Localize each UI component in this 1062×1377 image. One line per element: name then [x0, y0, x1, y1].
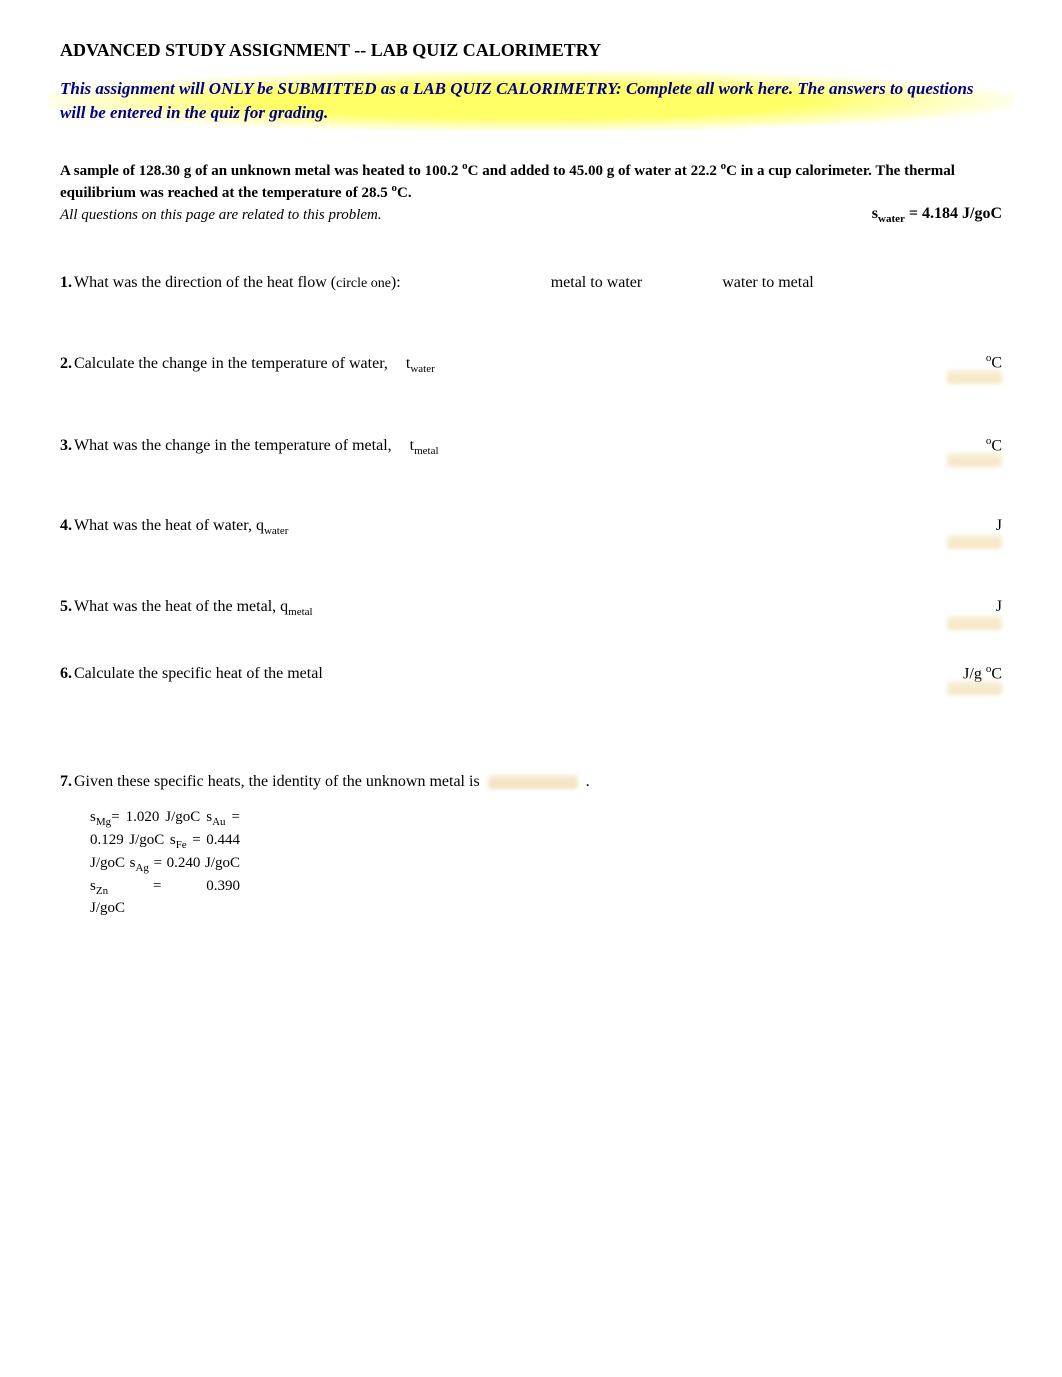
q5-text-a: What was the heat of the metal, q: [74, 598, 288, 615]
answer-blur: [947, 681, 1002, 695]
q4-num: 4.: [60, 517, 72, 535]
answer-blur-inline: [488, 775, 578, 789]
q5-text: What was the heat of the metal, qmetal: [74, 598, 313, 618]
h-l1b: =: [111, 809, 119, 825]
answer-blur: [947, 616, 1002, 630]
swater-sub: water: [878, 213, 905, 225]
h-l4sub: Ag: [135, 862, 148, 874]
note-text: All questions on this page are related t…: [60, 207, 1002, 224]
q2-sub: water: [410, 363, 434, 375]
h-l1sub: Mg: [96, 816, 111, 828]
q5-num: 5.: [60, 598, 72, 616]
q5-unit: J: [942, 598, 1002, 616]
h-l6c: 0.390: [206, 878, 240, 894]
problem-part1: A sample of 128.30 g of an unknown metal…: [60, 163, 462, 179]
q7-num: 7.: [60, 773, 72, 790]
h-l3b: =: [187, 832, 201, 848]
highlight-banner: This assignment will ONLY be SUBMITTED a…: [48, 71, 1014, 131]
q6-unit-jg: J/g: [963, 665, 986, 682]
q3-symbol: tmetal: [410, 437, 439, 457]
h-l1c: 1.020: [126, 809, 160, 825]
q2-text: Calculate the change in the temperature …: [74, 355, 388, 373]
q6-unit-c: C: [991, 665, 1002, 682]
q3-num: 3.: [60, 437, 72, 455]
q4-sub: water: [264, 526, 288, 538]
q5-sub: metal: [288, 606, 312, 618]
h-l5a: = 0.240 J/goC: [154, 855, 240, 871]
q3-sub: metal: [414, 445, 438, 457]
q1-small: circle one: [336, 276, 391, 291]
q2-symbol: twater: [406, 355, 435, 375]
q7-end: .: [582, 773, 590, 790]
q4-unit-j: J: [996, 517, 1002, 534]
answer-blur: [947, 535, 1002, 549]
q4-unit: J: [942, 517, 1002, 535]
q1-choice-water-to-metal[interactable]: water to metal: [722, 274, 814, 292]
q1-text: What was the direction of the heat flow …: [74, 274, 401, 292]
answer-blur: [947, 370, 1002, 384]
specific-heats-list: sMg= 1.020 J/goC sAu = 0.129 J/goC sFe =…: [90, 807, 240, 919]
q2-unit: oC: [942, 352, 1002, 372]
q1-choice-metal-to-water[interactable]: metal to water: [551, 274, 643, 292]
problem-statement: A sample of 128.30 g of an unknown metal…: [60, 159, 1002, 204]
problem-part4: C.: [397, 185, 412, 201]
q6-num: 6.: [60, 665, 72, 683]
q6-text: Calculate the specific heat of the metal: [74, 665, 323, 683]
h-l6sub: Zn: [96, 885, 108, 897]
h-l6b: =: [153, 878, 161, 894]
q5-unit-j: J: [996, 598, 1002, 615]
h-l2sub: Au: [212, 816, 225, 828]
h-l2c: =: [232, 809, 240, 825]
answer-blur: [947, 453, 1002, 467]
question-4: 4. What was the heat of water, qwater J: [60, 517, 1002, 537]
subtitle-text: This assignment will ONLY be SUBMITTED a…: [60, 77, 1002, 125]
q1-num: 1.: [60, 274, 72, 292]
question-6: 6. Calculate the specific heat of the me…: [60, 663, 1002, 683]
q7-text: Given these specific heats, the identity…: [74, 773, 484, 790]
q6-unit: J/g oC: [942, 663, 1002, 683]
question-1: 1. What was the direction of the heat fl…: [60, 274, 1002, 292]
h-l2a: J/goC: [165, 809, 200, 825]
q3-unit-c: C: [991, 437, 1002, 454]
q2-num: 2.: [60, 355, 72, 373]
question-2: 2. Calculate the change in the temperatu…: [60, 352, 1002, 375]
q4-text-a: What was the heat of water, q: [74, 517, 264, 534]
problem-part2: C and added to 45.00 g of water at 22.2: [468, 163, 721, 179]
h-l3sub: Fe: [176, 839, 187, 851]
q1-text-a: What was the direction of the heat flow …: [74, 274, 336, 291]
h-l7a: J/goC: [90, 898, 240, 918]
h-l3a: 0.129 J/goC s: [90, 832, 176, 848]
page-title: ADVANCED STUDY ASSIGNMENT -- LAB QUIZ CA…: [60, 40, 1002, 61]
q4-text: What was the heat of water, qwater: [74, 517, 288, 537]
q1-text-b: ):: [391, 274, 401, 291]
q3-text: What was the change in the temperature o…: [74, 437, 392, 455]
q2-unit-c: C: [991, 355, 1002, 372]
question-5: 5. What was the heat of the metal, qmeta…: [60, 598, 1002, 618]
question-7: 7.Given these specific heats, the identi…: [60, 773, 1002, 791]
question-3: 3. What was the change in the temperatur…: [60, 435, 1002, 458]
swater-value: = 4.184 J/goC: [905, 205, 1002, 222]
q3-unit: oC: [942, 435, 1002, 455]
